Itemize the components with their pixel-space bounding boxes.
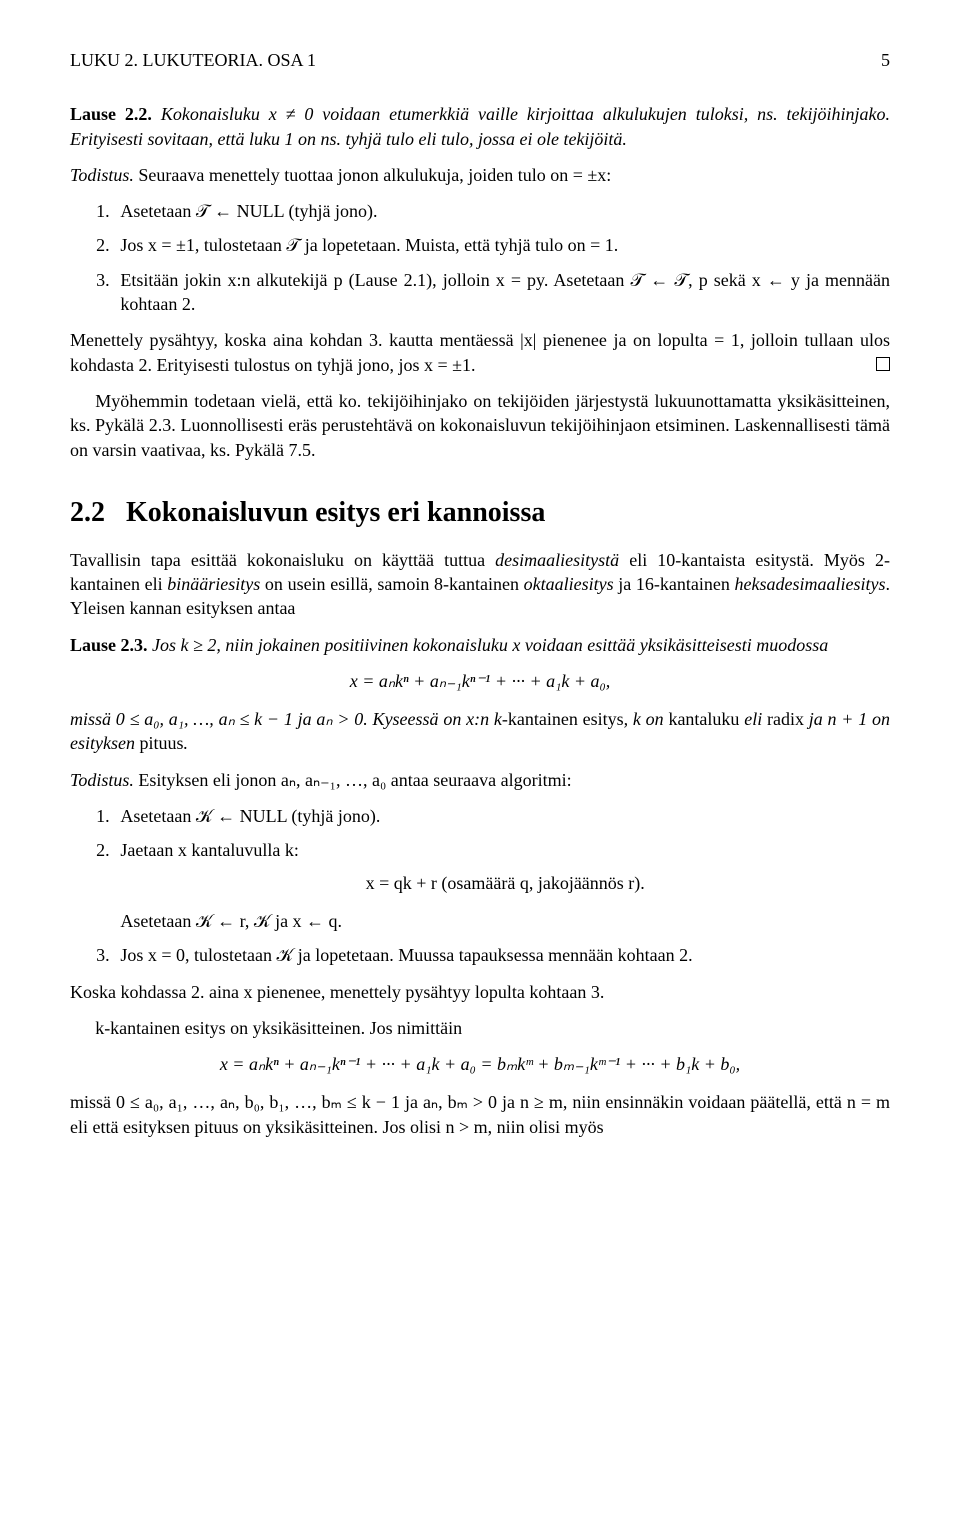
t: oktaaliesitys (524, 574, 614, 594)
proof-intro-text: Seuraava menettely tuottaa jonon alkuluk… (134, 165, 611, 185)
t: , k on (624, 709, 669, 729)
proof-label: Todistus. (70, 165, 134, 185)
lause-2-3-text-a: Jos k ≥ 2, niin jokainen positiivinen ko… (148, 635, 829, 655)
lause-2-3-label: Lause 2.3. (70, 635, 148, 655)
para-koska: Koska kohdassa 2. aina x pienenee, menet… (70, 980, 890, 1004)
list-body: Etsitään jokin x:n alkutekijä p (Lause 2… (120, 268, 890, 317)
list-item: 3. Jos x = 0, tulostetaan 𝒦 ja lopetetaa… (70, 943, 890, 967)
running-head: LUKU 2. LUKUTEORIA. OSA 1 5 (70, 48, 890, 72)
section-title: Kokonaisluvun esitys eri kannoissa (126, 497, 545, 528)
list-item: 2. Jos x = ±1, tulostetaan 𝒯 ja lopeteta… (70, 233, 890, 257)
proof-2-intro-text: Esityksen eli jonon aₙ, aₙ₋₁, …, a₀ anta… (134, 770, 572, 790)
t: . (183, 733, 188, 753)
list-number: 3. (70, 943, 120, 967)
para-last: missä 0 ≤ a₀, a₁, …, aₙ, b₀, b₁, …, bₘ ≤… (70, 1090, 890, 1139)
lause-2-2-label: Lause 2.2. (70, 104, 152, 124)
section-heading: 2.2 Kokonaisluvun esitys eri kannoissa (70, 494, 890, 532)
equation-2: x = qk + r (osamäärä q, jakojäännös r). (120, 871, 890, 895)
algorithm-1-list: 1. Asetetaan 𝒯 ← NULL (tyhjä jono). 2. J… (70, 199, 890, 316)
t: Jaetaan x kantaluvulla k: (120, 840, 298, 860)
list-item: 1. Asetetaan 𝒦 ← NULL (tyhjä jono). (70, 804, 890, 828)
list-number: 2. (70, 233, 120, 257)
algorithm-2-list: 1. Asetetaan 𝒦 ← NULL (tyhjä jono). 2. J… (70, 804, 890, 967)
list-body: Jos x = 0, tulostetaan 𝒦 ja lopetetaan. … (120, 943, 890, 967)
para-myohemmin: Myöhemmin todetaan vielä, että ko. tekij… (70, 389, 890, 462)
list-number: 2. (70, 838, 120, 933)
lause-2-3: Lause 2.3. Jos k ≥ 2, niin jokainen posi… (70, 633, 890, 657)
t: pituus (139, 733, 183, 753)
lause-2-3-text-b: missä 0 ≤ a₀, a₁, …, aₙ ≤ k − 1 ja aₙ > … (70, 707, 890, 756)
para-kkantainen: k-kantainen esitys on yksikäsitteinen. J… (70, 1016, 890, 1040)
t: heksadesimaaliesitys (735, 574, 886, 594)
list-item: 3. Etsitään jokin x:n alkutekijä p (Laus… (70, 268, 890, 317)
list-number: 3. (70, 268, 120, 317)
section-number: 2.2 (70, 497, 105, 528)
running-head-left: LUKU 2. LUKUTEORIA. OSA 1 (70, 48, 316, 72)
t: Tavallisin tapa esittää kokonaisluku on … (70, 550, 495, 570)
list-item: 1. Asetetaan 𝒯 ← NULL (tyhjä jono). (70, 199, 890, 223)
list-body: Jos x = ±1, tulostetaan 𝒯 ja lopetetaan.… (120, 233, 890, 257)
qed-icon (876, 357, 890, 371)
list-number: 1. (70, 199, 120, 223)
proof-1-conclusion-text: Menettely pysähtyy, koska aina kohdan 3.… (70, 330, 890, 374)
t: on usein esillä, samoin 8-kantainen (260, 574, 523, 594)
t: binääriesitys (167, 574, 260, 594)
proof-2-intro: Todistus. Esityksen eli jonon aₙ, aₙ₋₁, … (70, 768, 890, 792)
proof-1-conclusion: Menettely pysähtyy, koska aina kohdan 3.… (70, 328, 890, 377)
t: desimaaliesitystä (495, 550, 619, 570)
equation-3: x = aₙkⁿ + aₙ₋₁kⁿ⁻¹ + ··· + a₁k + a₀ = b… (70, 1052, 890, 1076)
list-body: Asetetaan 𝒯 ← NULL (tyhjä jono). (120, 199, 890, 223)
lause-2-2-text: Kokonaisluku x ≠ 0 voidaan etumerkkiä va… (70, 104, 890, 148)
list-number: 1. (70, 804, 120, 828)
proof-label: Todistus. (70, 770, 134, 790)
lause-2-2: Lause 2.2. Kokonaisluku x ≠ 0 voidaan et… (70, 102, 890, 151)
t: eli (739, 709, 767, 729)
t: radix (767, 709, 804, 729)
para-tavallisin: Tavallisin tapa esittää kokonaisluku on … (70, 548, 890, 621)
t: -kantainen esitys (502, 709, 624, 729)
list-body: Jaetaan x kantaluvulla k: x = qk + r (os… (120, 838, 890, 933)
page-number: 5 (881, 48, 890, 72)
proof-1-intro: Todistus. Seuraava menettely tuottaa jon… (70, 163, 890, 187)
t: ja 16-kantainen (614, 574, 735, 594)
t: missä 0 ≤ a₀, a₁, …, aₙ ≤ k − 1 ja aₙ > … (70, 709, 502, 729)
list-body: Asetetaan 𝒦 ← NULL (tyhjä jono). (120, 804, 890, 828)
t: Asetetaan 𝒦 ← r, 𝒦 ja x ← q. (120, 911, 342, 931)
equation-1: x = aₙkⁿ + aₙ₋₁kⁿ⁻¹ + ··· + a₁k + a₀, (70, 669, 890, 693)
t: kantaluku (668, 709, 739, 729)
list-item: 2. Jaetaan x kantaluvulla k: x = qk + r … (70, 838, 890, 933)
